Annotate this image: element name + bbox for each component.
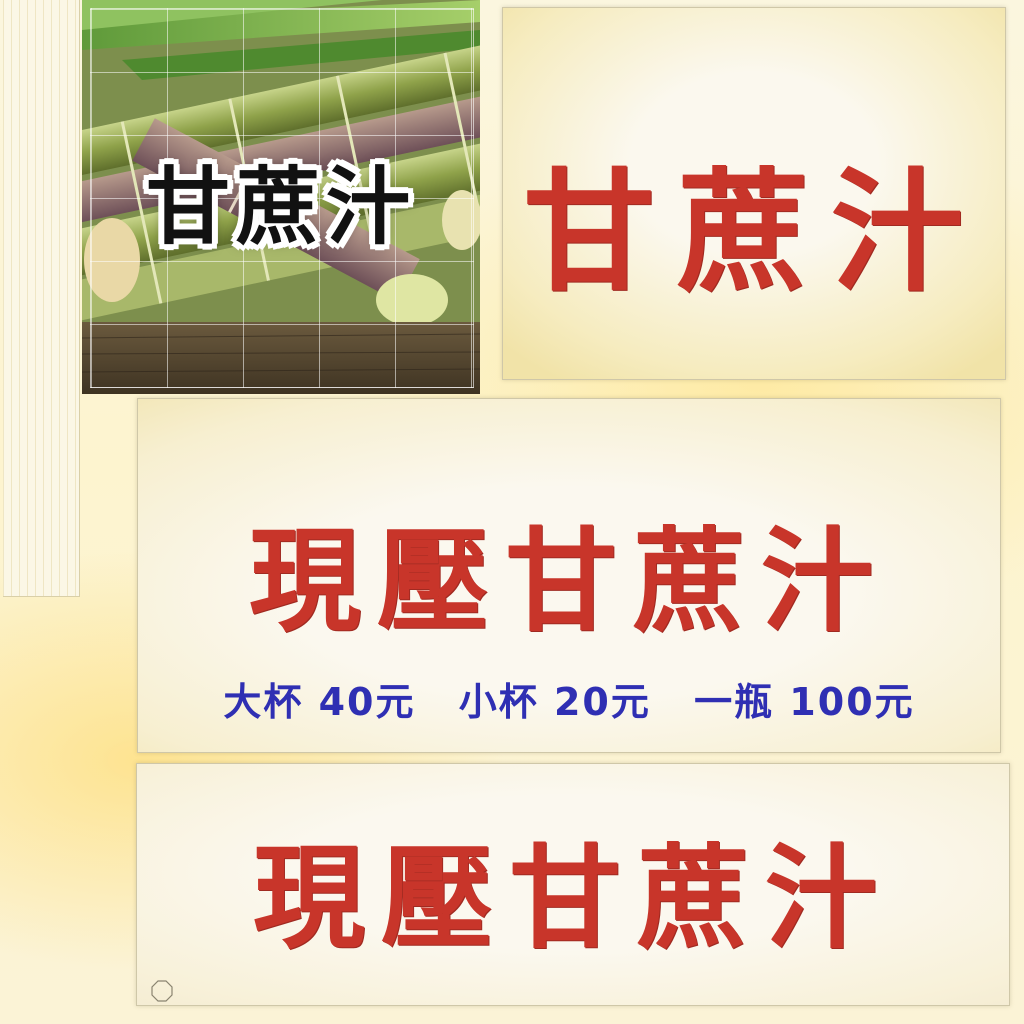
- card-c-title: 現壓甘蔗汁: [253, 834, 893, 964]
- photo-grid-overlay: [90, 8, 474, 388]
- card-b-title: 現壓甘蔗汁: [249, 517, 889, 647]
- price-bottle: 一瓶 100元: [694, 680, 915, 724]
- price-large-cup: 大杯 40元: [223, 680, 416, 724]
- price-small-cup: 小杯 20元: [458, 680, 651, 724]
- sugarcane-photo: 甘蔗汁: [82, 0, 480, 394]
- card-a-title: 甘蔗汁: [523, 156, 985, 310]
- photo-title: 甘蔗汁: [145, 158, 416, 256]
- sign-card-fresh-pressed: 現壓甘蔗汁: [136, 763, 1010, 1006]
- sign-card-sugarcane-juice: 甘蔗汁: [502, 7, 1006, 380]
- sign-card-fresh-pressed-with-prices: 現壓甘蔗汁 大杯 40元 小杯 20元 一瓶 100元: [137, 398, 1001, 753]
- price-list: 大杯 40元 小杯 20元 一瓶 100元: [138, 671, 1000, 726]
- octagon-outline-icon: [151, 980, 173, 1002]
- striped-sidebar-panel: [3, 0, 80, 597]
